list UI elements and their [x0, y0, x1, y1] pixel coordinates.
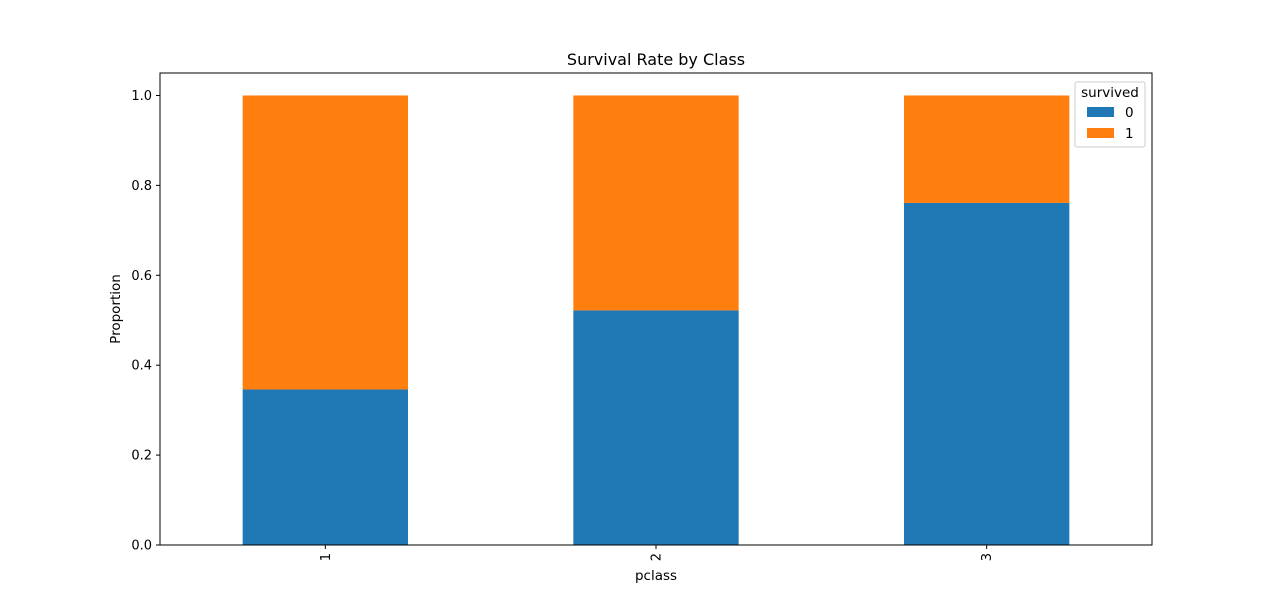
legend-label-0: 0 [1125, 105, 1134, 121]
x-tick-label: 3 [980, 553, 995, 561]
bar-class-3-survived-0 [904, 202, 1070, 545]
y-tick-label: 0.0 [131, 539, 152, 554]
bars-group [242, 95, 1070, 545]
bar-class-1-survived-1 [242, 95, 408, 390]
y-tick-label: 0.6 [131, 269, 152, 284]
bar-class-3-survived-1 [904, 95, 1070, 203]
legend-swatch-1 [1087, 128, 1114, 138]
plot-frame [159, 72, 1153, 546]
bar-class-2-survived-0 [573, 310, 739, 545]
y-tick-label: 1.0 [131, 89, 152, 104]
legend-title: survived [1081, 85, 1139, 101]
y-tick-label: 0.2 [131, 449, 152, 464]
legend-swatch-0 [1087, 107, 1114, 117]
bar-class-2-survived-1 [573, 95, 739, 311]
chart-title: Survival Rate by Class [567, 50, 745, 69]
legend: survived 0 1 [1074, 81, 1146, 148]
x-axis-label: pclass [635, 568, 677, 584]
x-axis: 1 2 3 [319, 545, 995, 561]
x-tick-label: 2 [650, 553, 665, 561]
y-tick-label: 0.4 [131, 359, 152, 374]
x-tick-label: 1 [319, 553, 334, 561]
bar-class-1-survived-0 [242, 389, 408, 545]
y-tick-label: 0.8 [131, 179, 152, 194]
y-axis: 0.0 0.2 0.4 0.6 0.8 1.0 [131, 89, 160, 554]
legend-label-1: 1 [1125, 126, 1134, 142]
y-axis-label: Proportion [108, 274, 124, 344]
